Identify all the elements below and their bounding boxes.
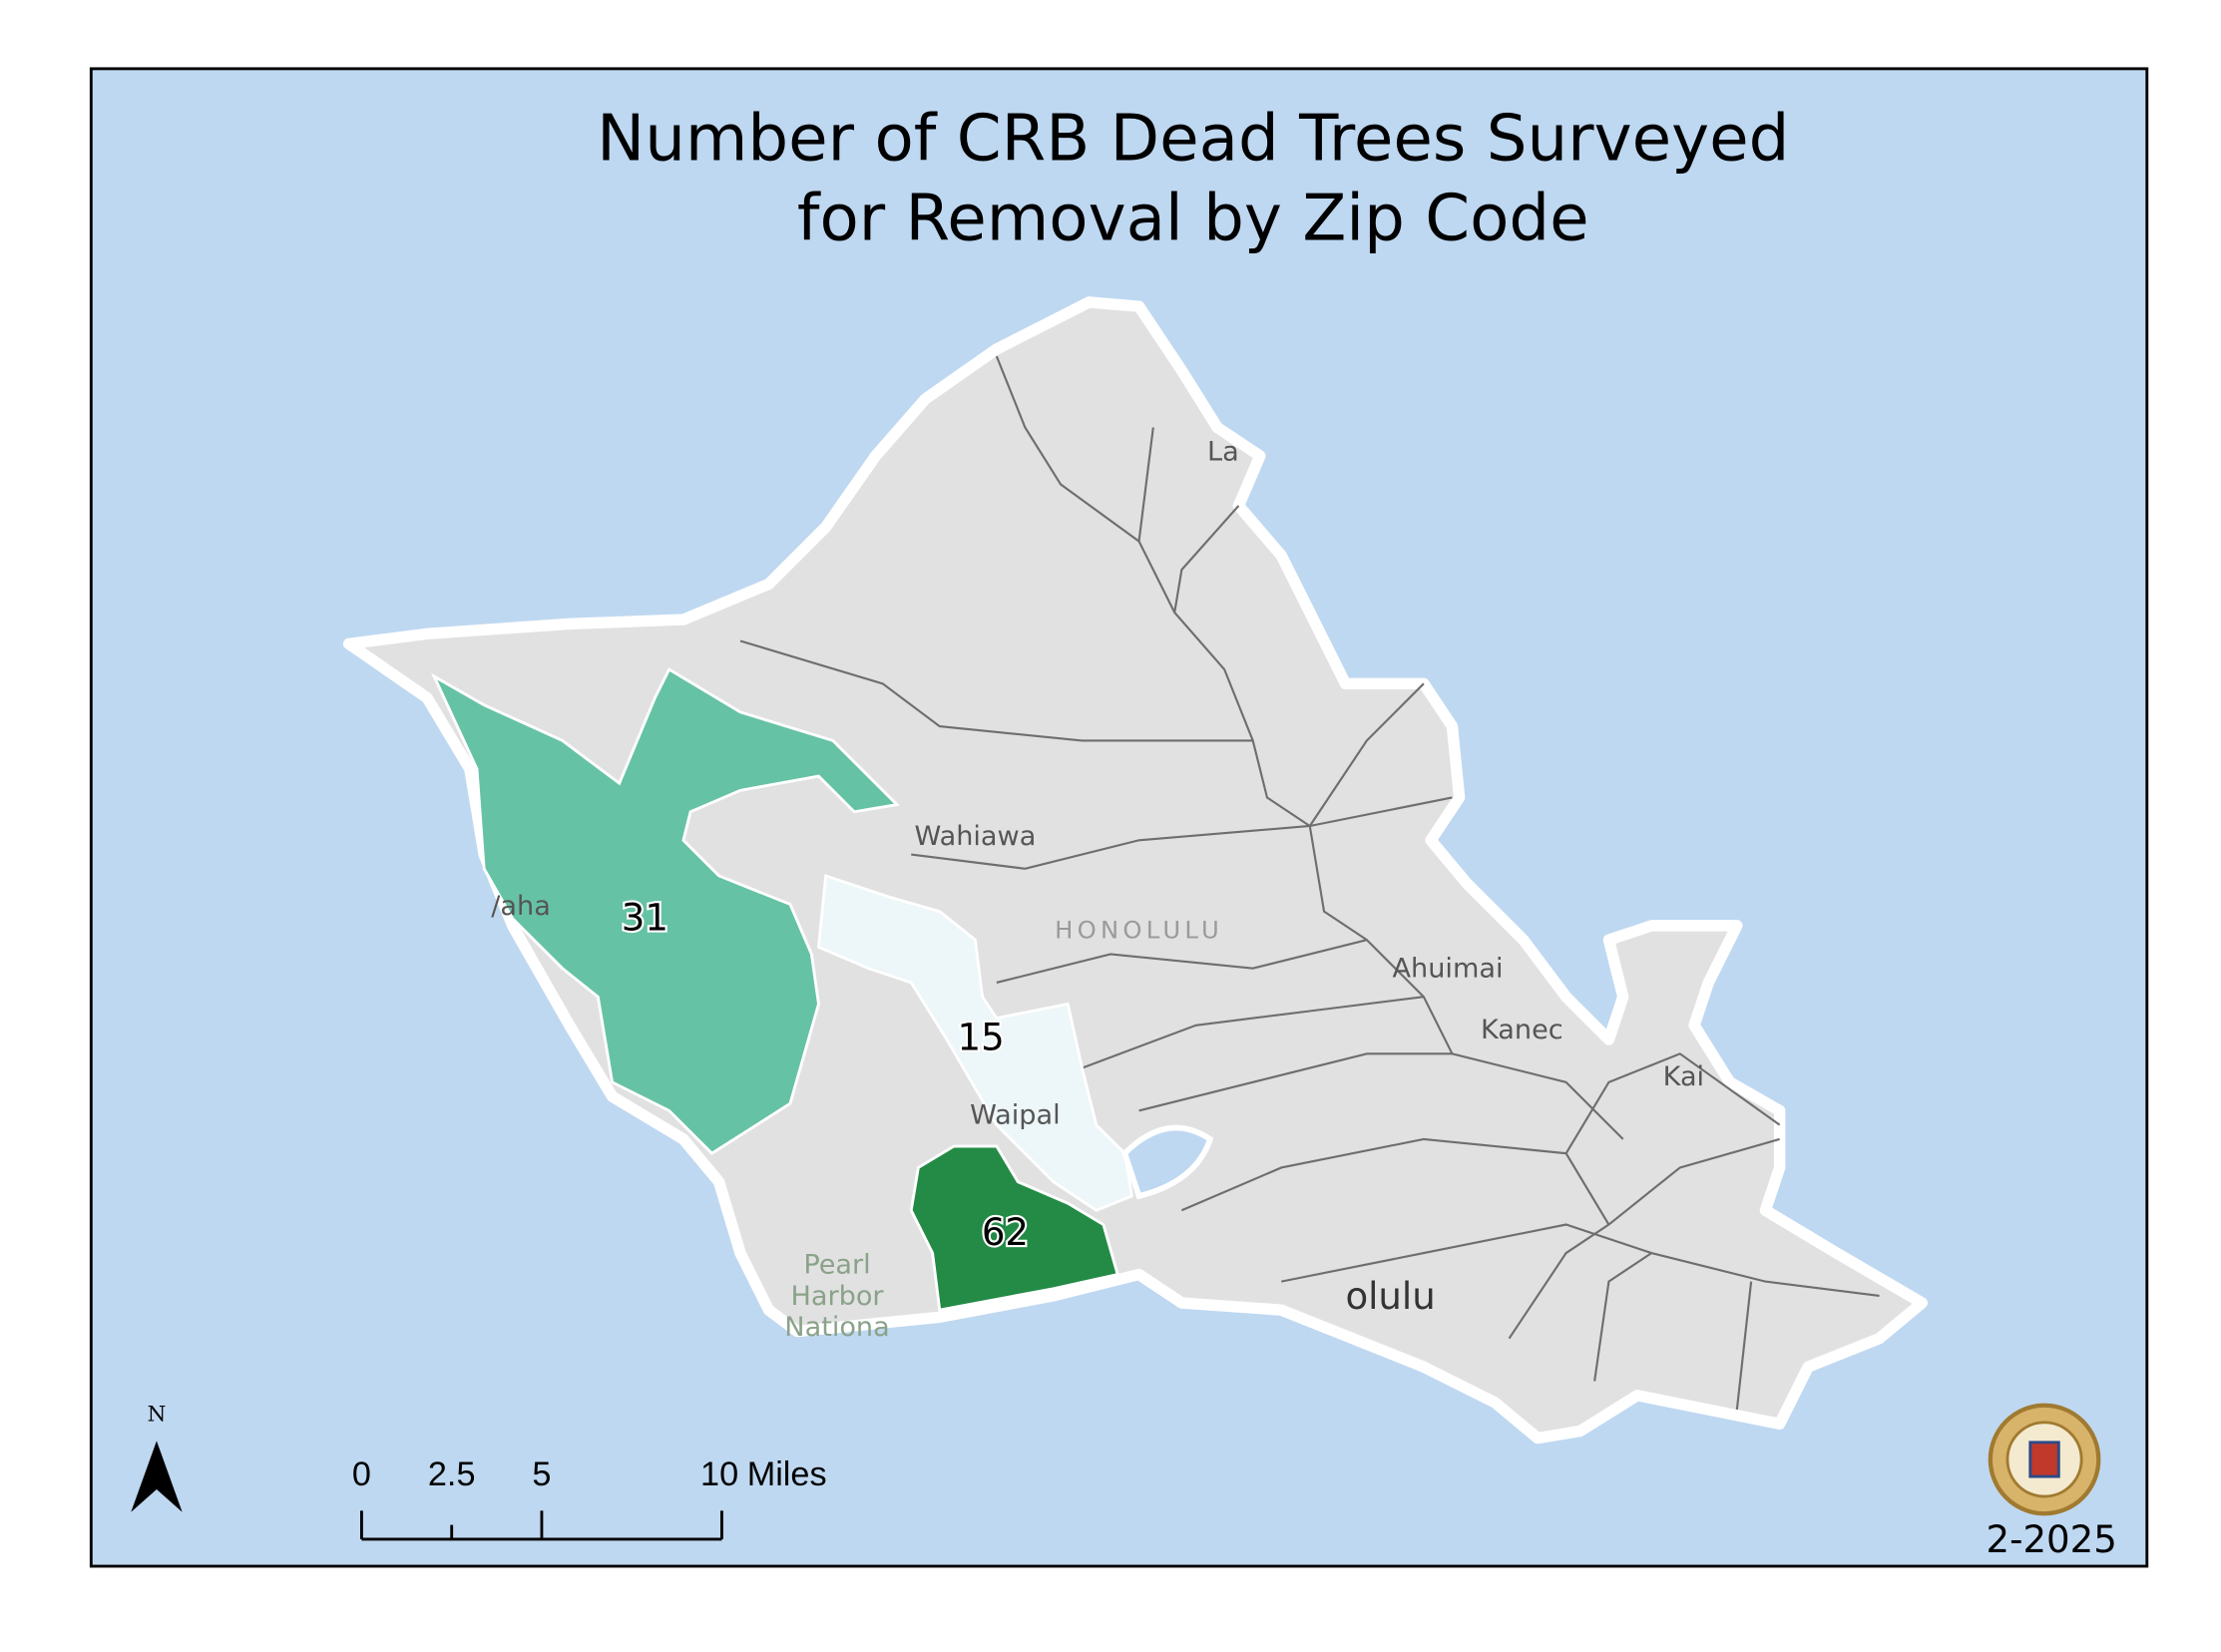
place-label: Pearl: [803, 1249, 870, 1280]
scale-label: 0: [352, 1455, 371, 1493]
title-line: for Removal by Zip Code: [797, 182, 1589, 256]
zip-region: [909, 1144, 1119, 1312]
date-label: 2-2025: [1986, 1518, 2116, 1561]
zip-region: [431, 667, 900, 1156]
place-label: Kanec: [1481, 1015, 1563, 1045]
place-label: olulu: [1345, 1275, 1435, 1318]
place-label: HONOLULU: [1055, 916, 1223, 945]
seal-shield: [2028, 1441, 2060, 1478]
region-value: 15: [958, 1017, 1005, 1059]
island: [342, 296, 1929, 1445]
pearl-harbor: [1121, 1124, 1214, 1200]
place-label: Waipal: [970, 1100, 1061, 1131]
roads: [739, 355, 1880, 1411]
place-label: Harbor: [790, 1281, 884, 1312]
place-label: /aha: [491, 891, 551, 922]
scale-bar: 0 2.5 5 10 Miles: [352, 1455, 827, 1541]
title-line: Number of CRB Dead Trees Surveyed: [597, 102, 1789, 177]
region-value: 62: [982, 1211, 1029, 1254]
place-label: Kai: [1663, 1061, 1704, 1092]
place-label: Nationa: [784, 1312, 889, 1343]
north-label: N: [148, 1403, 167, 1428]
north-arrow: [131, 1441, 183, 1512]
state-seal: [1988, 1403, 2101, 1516]
region-value: 31: [622, 897, 668, 940]
place-label: Ahuimai: [1393, 954, 1504, 985]
place-label: Wahiawa: [915, 821, 1037, 852]
scale-label: 5: [532, 1455, 551, 1493]
scale-unit: Miles: [747, 1455, 827, 1493]
scale-label: 2.5: [428, 1455, 476, 1493]
place-label: La: [1207, 437, 1239, 468]
scale-label: 10: [700, 1455, 738, 1493]
